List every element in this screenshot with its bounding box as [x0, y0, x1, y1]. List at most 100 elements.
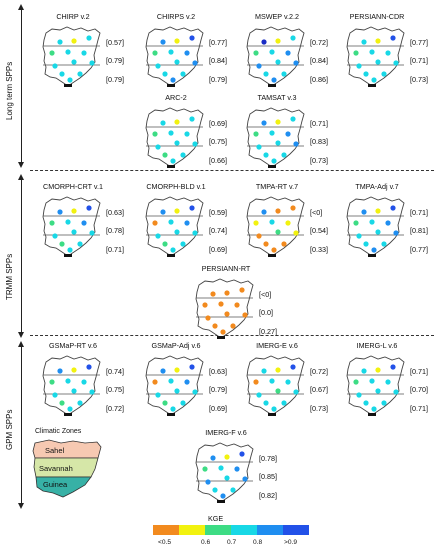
panel-title: CHIRPS v.2 [156, 12, 196, 21]
map-panel: CHIRP v.2 [0.57] [0.79] [0.79] [32, 12, 142, 100]
station-dot [293, 141, 299, 147]
panel-title: CMORPH-CRT v.1 [43, 182, 103, 191]
station-dot [180, 71, 186, 77]
station-dot [174, 59, 180, 65]
station-dot [285, 220, 291, 226]
kge-sahel: [0.71] [310, 119, 328, 128]
map-panel: IMERG-L v.6 [0.71] [0.70] [0.71] [336, 341, 436, 429]
station-dot [168, 49, 174, 55]
station-dot [290, 364, 296, 370]
kge-savannah: [0.79] [209, 385, 227, 394]
station-dot [224, 311, 230, 317]
panel-title: MSWEP v.2.2 [254, 12, 300, 21]
kge-savannah: [0.85] [259, 472, 277, 481]
station-dot [162, 71, 168, 77]
station-dot [271, 247, 277, 253]
kge-savannah: [0.54] [310, 226, 328, 235]
kge-savannah: [0.75] [106, 385, 124, 394]
map-panel: CMORPH-CRT v.1 [0.63] [0.78] [0.71] [32, 182, 142, 270]
map [145, 355, 204, 416]
map-panel: ARC-2 [0.69] [0.75] [0.66] [135, 93, 245, 181]
panel-title: CMORPH-BLD v.1 [146, 182, 206, 191]
station-dot [152, 220, 158, 226]
station-dot [160, 209, 166, 215]
legend-swatch [257, 525, 283, 535]
coastline-marker [268, 84, 276, 87]
map-outline [42, 196, 101, 257]
station-dot [261, 368, 267, 374]
station-dot [170, 158, 176, 164]
station-dot [293, 230, 299, 236]
station-dot [361, 39, 367, 45]
kge-guinea: [0.71] [410, 404, 428, 413]
kge-savannah: [0.84] [209, 56, 227, 65]
station-dot [86, 205, 92, 211]
station-dot [242, 312, 248, 318]
panel-title: PERSIANN-CDR [349, 12, 405, 21]
legend-tick: 0.8 [253, 539, 263, 546]
station-dot [77, 400, 83, 406]
kge-sahel: [0.63] [209, 367, 227, 376]
section-label-long-term: Long term SPPs [5, 61, 14, 120]
station-dot [89, 60, 95, 66]
station-dot [220, 329, 226, 335]
station-dot [174, 208, 180, 214]
station-dot [168, 130, 174, 136]
coastline-marker [217, 336, 225, 339]
station-dot [210, 455, 216, 461]
kge-guinea: [0.71] [106, 245, 124, 254]
station-dot [170, 406, 176, 412]
map [145, 107, 204, 168]
station-dot [49, 50, 55, 56]
kge-sahel: [0.72] [310, 367, 328, 376]
map-panel: MSWEP v.2.2 [0.72] [0.84] [0.86] [236, 12, 346, 100]
kge-sahel: [0.57] [106, 38, 124, 47]
station-dot [65, 219, 71, 225]
zone-sahel-label: Sahel [45, 446, 65, 455]
station-dot [290, 35, 296, 41]
station-dot [256, 233, 262, 239]
legend-swatch [283, 525, 309, 535]
station-dot [353, 379, 359, 385]
station-dot [49, 220, 55, 226]
station-dot [52, 233, 58, 239]
station-dot [285, 50, 291, 56]
map-panel: TMPA-Adj v.7 [0.71] [0.81] [0.77] [336, 182, 436, 270]
map-panel: PERSIANN-RT [<0] [0.0] [0.27] [185, 264, 295, 352]
kge-guinea: [0.33] [310, 245, 328, 254]
station-dot [202, 302, 208, 308]
station-dot [174, 38, 180, 44]
panel-title: GSMaP-Adj v.6 [151, 341, 201, 350]
station-dot [184, 50, 190, 56]
station-dot [192, 60, 198, 66]
station-dot [71, 208, 77, 214]
station-dot [256, 63, 262, 69]
station-dot [162, 241, 168, 247]
station-dot [174, 388, 180, 394]
map-panel: IMERG-F v.6 [0.78] [0.85] [0.82] [185, 428, 295, 516]
station-dot [390, 205, 396, 211]
station-dot [375, 208, 381, 214]
kge-sahel: [<0] [310, 208, 323, 217]
station-dot [189, 116, 195, 122]
section-label-gpm: GPM SPPs [5, 409, 14, 450]
map-outline [145, 355, 204, 416]
map [346, 196, 405, 257]
map [246, 26, 305, 87]
station-dot [381, 400, 387, 406]
station-dot [293, 60, 299, 66]
station-dot [224, 290, 230, 296]
kge-sahel: [0.72] [310, 38, 328, 47]
map-outline [42, 355, 101, 416]
kge-sahel: [0.78] [259, 454, 277, 463]
station-dot [180, 400, 186, 406]
station-dot [375, 59, 381, 65]
station-dot [184, 220, 190, 226]
station-dot [275, 367, 281, 373]
station-dot [290, 205, 296, 211]
map [195, 278, 254, 339]
station-dot [371, 406, 377, 412]
climatic-zones-map: Sahel Savannah Guinea [32, 439, 102, 498]
coastline-marker [64, 413, 72, 416]
legend-tick: <0.5 [158, 539, 172, 546]
